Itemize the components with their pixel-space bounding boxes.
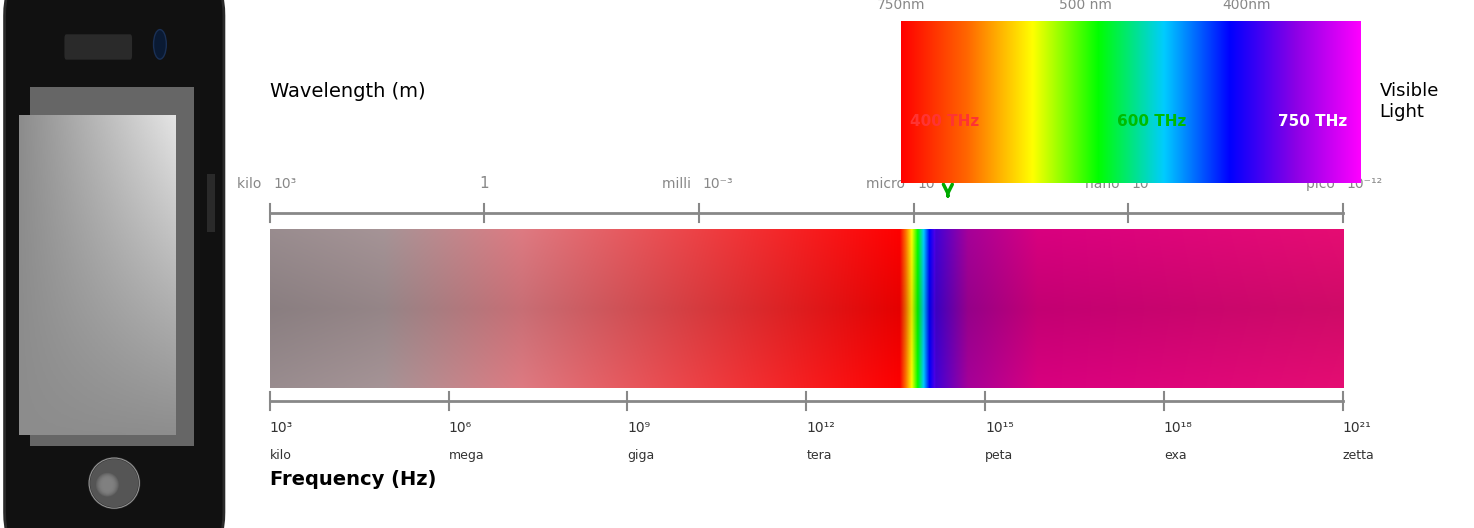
Text: 10⁻⁹: 10⁻⁹ — [1132, 176, 1163, 191]
Text: 500 nm: 500 nm — [1058, 0, 1111, 12]
Text: Microwaves: Microwaves — [510, 299, 629, 317]
Text: zetta: zetta — [1343, 449, 1375, 462]
Text: Frequency (Hz): Frequency (Hz) — [270, 470, 436, 489]
Text: 1: 1 — [479, 175, 489, 191]
Ellipse shape — [97, 474, 118, 496]
Text: 10³: 10³ — [270, 421, 293, 435]
Text: micro: micro — [867, 176, 909, 191]
Circle shape — [153, 30, 167, 59]
Text: X-rays: X-rays — [1178, 299, 1240, 317]
Ellipse shape — [96, 473, 119, 496]
Text: exa: exa — [1164, 449, 1187, 462]
Text: Infrared: Infrared — [722, 299, 805, 317]
Text: kilo: kilo — [237, 176, 265, 191]
Bar — [206, 174, 215, 232]
Text: 600 THz: 600 THz — [1117, 114, 1187, 129]
Text: 10⁹: 10⁹ — [628, 421, 650, 435]
FancyBboxPatch shape — [65, 34, 133, 60]
Text: 10¹⁸: 10¹⁸ — [1164, 421, 1192, 435]
Text: 10¹²: 10¹² — [806, 421, 834, 435]
Text: 10²¹: 10²¹ — [1343, 421, 1371, 435]
Text: 10⁶: 10⁶ — [448, 421, 472, 435]
Ellipse shape — [88, 458, 140, 508]
Bar — [29, 87, 195, 446]
Text: 400nm: 400nm — [1222, 0, 1271, 12]
Text: 10⁻¹²: 10⁻¹² — [1346, 176, 1383, 191]
Text: giga: giga — [628, 449, 654, 462]
Text: 400 THz: 400 THz — [911, 114, 980, 129]
Text: 750nm: 750nm — [877, 0, 926, 12]
Text: Ultraviolet: Ultraviolet — [963, 299, 1069, 317]
Text: pico: pico — [1306, 176, 1338, 191]
Ellipse shape — [97, 474, 116, 495]
FancyBboxPatch shape — [4, 0, 224, 528]
Text: milli: milli — [662, 176, 696, 191]
Text: 10⁻³: 10⁻³ — [703, 176, 733, 191]
Text: 10⁻⁶: 10⁻⁶ — [917, 176, 948, 191]
Text: 10³: 10³ — [273, 176, 296, 191]
Text: mega: mega — [448, 449, 483, 462]
Text: tera: tera — [806, 449, 831, 462]
Text: peta: peta — [985, 449, 1013, 462]
Text: 10¹⁵: 10¹⁵ — [985, 421, 1014, 435]
Text: kilo: kilo — [270, 449, 292, 462]
Text: Wavelength (m): Wavelength (m) — [270, 82, 426, 101]
Text: 750 THz: 750 THz — [1278, 114, 1347, 129]
Text: Radio
waves: Radio waves — [335, 289, 398, 328]
Text: nano: nano — [1085, 176, 1125, 191]
Text: Visible
Light: Visible Light — [1380, 82, 1439, 121]
